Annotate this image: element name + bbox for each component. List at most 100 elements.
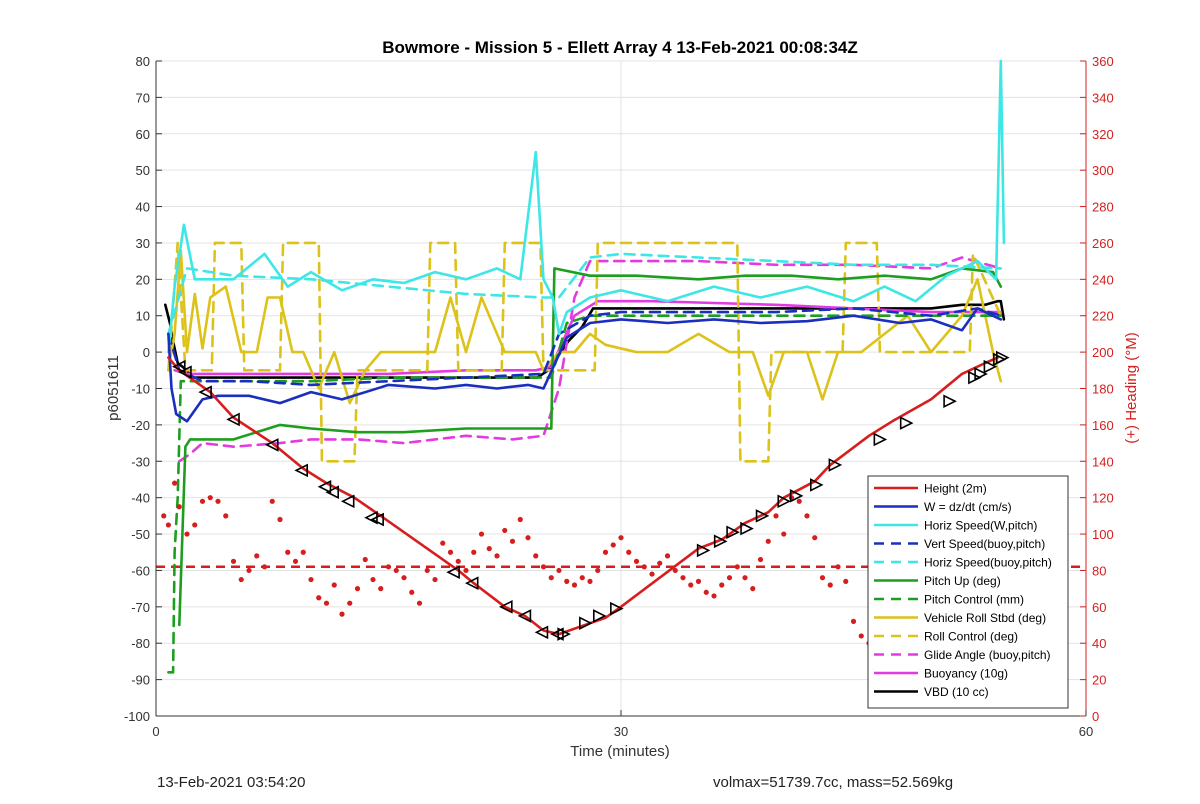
heading-point xyxy=(401,575,407,581)
heading-point xyxy=(300,549,306,555)
heading-point xyxy=(796,498,802,504)
heading-point xyxy=(277,516,283,523)
height-marker xyxy=(446,565,460,580)
legend-label-horiz-speed-w-pitch: Horiz Speed(W,pitch) xyxy=(924,519,1037,533)
heading-point xyxy=(292,558,299,564)
heading-point xyxy=(804,513,810,519)
heading-point xyxy=(192,522,198,528)
height-marker xyxy=(325,485,340,500)
series-line-vehicle-roll-stbd-deg xyxy=(167,248,1003,405)
heading-point xyxy=(370,576,376,583)
height-marker xyxy=(198,385,212,399)
legend: Height (2m) W = dz/dt (cm/s) Horiz Speed(W… xyxy=(867,475,1069,709)
height-marker xyxy=(264,438,279,452)
heading-point xyxy=(649,571,655,577)
y2-tick-label: 0 xyxy=(1092,709,1099,724)
legend-label-vehicle-roll-stbd-deg: Vehicle Roll Stbd (deg) xyxy=(924,611,1046,625)
heading-point xyxy=(556,567,562,574)
footer-vehicle-stats: volmax=51739.7cc, mass=52.569kg xyxy=(713,774,954,791)
y-tick-label: 50 xyxy=(136,163,150,178)
heading-point xyxy=(354,586,361,592)
series-line-pitch-control-mm xyxy=(167,314,1003,674)
heading-point xyxy=(463,567,469,574)
heading-point xyxy=(184,531,190,537)
heading-point xyxy=(486,546,492,552)
series-layer xyxy=(156,59,1086,674)
y2-tick-label: 320 xyxy=(1092,127,1114,142)
heading-point xyxy=(424,567,430,574)
y-tick-label: 30 xyxy=(136,236,150,251)
y-tick-label: -40 xyxy=(131,491,150,506)
legend-box xyxy=(867,475,1069,709)
series-line-glide-angle-buoy-pitch xyxy=(178,256,1003,463)
legend-label-roll-control-deg: Roll Control (deg) xyxy=(924,630,1018,644)
heading-point xyxy=(540,564,547,570)
y-tick-label: -100 xyxy=(124,709,150,724)
height-marker xyxy=(178,365,192,379)
axes: 80706050403020100-10-20-30-40-50-60-70-8… xyxy=(124,54,1114,739)
height-marker xyxy=(592,609,607,623)
heading-point xyxy=(261,564,268,570)
heading-point xyxy=(858,633,864,639)
heading-point xyxy=(757,556,764,563)
y-tick-label: -60 xyxy=(131,563,150,578)
y-tick-label: -70 xyxy=(131,600,150,615)
y2-tick-label: 140 xyxy=(1092,454,1114,469)
heading-point xyxy=(447,549,454,555)
heading-point xyxy=(680,575,686,581)
heading-point xyxy=(695,578,702,584)
height-marker xyxy=(983,359,998,374)
height-marker xyxy=(789,489,804,503)
height-marker xyxy=(534,625,549,640)
heading-point xyxy=(548,575,554,581)
heading-point xyxy=(471,549,477,555)
y-axis-label: p6051611 xyxy=(105,355,122,421)
y-tick-label: -50 xyxy=(131,527,150,542)
heading-point xyxy=(440,540,446,546)
heading-point xyxy=(316,595,322,601)
heading-point xyxy=(711,593,717,599)
heading-point xyxy=(172,480,178,486)
heading-point xyxy=(773,513,779,519)
heading-point xyxy=(587,578,593,584)
heading-point xyxy=(626,549,632,555)
heading-point xyxy=(254,553,260,559)
heading-point xyxy=(564,578,570,584)
height-marker xyxy=(777,494,792,509)
y-tick-label: -30 xyxy=(131,454,150,469)
y-tick-label: -10 xyxy=(131,382,150,397)
legend-label-horiz-speed-buoy-pitch: Horiz Speed(buoy,pitch) xyxy=(924,556,1052,570)
heading-point xyxy=(850,618,857,624)
heading-point xyxy=(393,567,399,574)
heading-point xyxy=(734,564,740,570)
y-tick-label: -20 xyxy=(131,418,150,433)
legend-label-buoyancy-10g: Buoyancy (10g) xyxy=(924,667,1008,681)
y2-tick-label: 20 xyxy=(1092,673,1106,688)
x-axis-label: Time (minutes) xyxy=(570,743,669,760)
y2-axis-label: (+) Heading (°M) xyxy=(1123,332,1140,443)
heading-point xyxy=(819,575,826,581)
heading-point xyxy=(230,558,237,564)
heading-point xyxy=(176,504,182,510)
height-marker xyxy=(713,534,728,549)
y2-tick-label: 280 xyxy=(1092,200,1114,215)
series-line-pitch-up-deg xyxy=(178,267,1003,627)
heading-point xyxy=(416,600,423,606)
height-marker xyxy=(464,576,479,590)
height-marker xyxy=(610,601,624,616)
y2-tick-label: 180 xyxy=(1092,382,1114,397)
heading-point xyxy=(742,575,748,581)
y2-tick-label: 300 xyxy=(1092,163,1114,178)
heading-point xyxy=(812,535,818,541)
heading-point xyxy=(703,589,709,595)
heading-point xyxy=(726,575,733,581)
footer-timestamp: 13-Feb-2021 03:54:20 xyxy=(157,774,306,791)
heading-point xyxy=(455,558,461,564)
height-marker xyxy=(517,609,532,623)
series-line-w-dz-dt-cm-s xyxy=(167,307,1003,423)
heading-point xyxy=(378,586,384,592)
height-marker xyxy=(226,412,240,427)
heading-point xyxy=(595,567,601,574)
heading-point xyxy=(517,516,523,523)
heading-point xyxy=(502,527,508,534)
